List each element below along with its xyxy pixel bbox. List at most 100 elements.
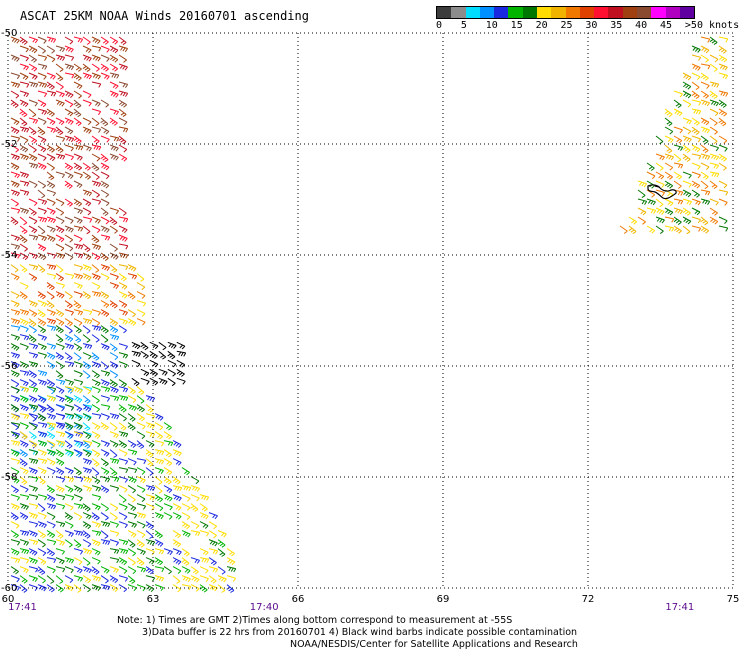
wind-barb bbox=[37, 153, 47, 161]
wind-barb bbox=[55, 458, 65, 466]
wind-barb bbox=[100, 458, 109, 467]
wind-barb bbox=[46, 234, 56, 242]
lon-tick-label: 66 bbox=[292, 594, 305, 605]
wind-barb bbox=[619, 225, 628, 234]
wind-barb bbox=[109, 361, 119, 369]
wind-barb bbox=[10, 54, 20, 62]
wind-barb bbox=[131, 359, 141, 368]
wind-barb bbox=[82, 291, 91, 300]
wind-barb bbox=[172, 476, 181, 485]
wind-barb bbox=[10, 273, 20, 281]
wind-barb bbox=[64, 467, 74, 475]
wind-barb bbox=[10, 126, 20, 135]
colorbar-segment bbox=[536, 7, 552, 18]
wind-barb bbox=[55, 90, 65, 98]
wind-barb bbox=[709, 144, 719, 152]
wind-barb bbox=[64, 45, 74, 53]
wind-barb bbox=[118, 225, 128, 233]
wind-barb bbox=[691, 99, 702, 106]
wind-barb bbox=[73, 273, 84, 280]
wind-barb bbox=[154, 539, 164, 547]
wind-barb bbox=[46, 440, 56, 448]
wind-barb bbox=[199, 530, 210, 537]
wind-barb bbox=[127, 440, 137, 448]
colorbar-label: >50 knots bbox=[684, 20, 740, 31]
wind-barb bbox=[28, 153, 38, 162]
wind-barb bbox=[163, 566, 172, 575]
wind-barb bbox=[118, 467, 129, 474]
wind-barb bbox=[100, 512, 109, 521]
wind-barb bbox=[82, 198, 92, 207]
wind-barb bbox=[109, 476, 120, 482]
wind-barb bbox=[700, 72, 709, 81]
wind-barb bbox=[46, 404, 55, 413]
wind-barb bbox=[176, 368, 185, 377]
wind-barb bbox=[637, 180, 647, 188]
wind-barb bbox=[700, 36, 711, 43]
wind-barb bbox=[118, 108, 127, 118]
wind-barb bbox=[127, 557, 136, 566]
wind-barb bbox=[100, 343, 110, 351]
wind-barb bbox=[55, 126, 64, 136]
wind-barb bbox=[28, 207, 37, 216]
wind-barb bbox=[181, 530, 191, 538]
wind-barb bbox=[19, 361, 29, 369]
colorbar-label: 15 bbox=[510, 20, 523, 31]
wind-barb bbox=[172, 566, 182, 574]
wind-barb bbox=[127, 467, 138, 474]
wind-barb bbox=[145, 584, 155, 592]
wind-barb bbox=[700, 90, 709, 99]
wind-barb bbox=[136, 485, 146, 493]
wind-barb bbox=[154, 431, 164, 440]
wind-barb bbox=[655, 162, 664, 171]
wind-barb bbox=[55, 343, 65, 351]
wind-barb bbox=[10, 300, 20, 308]
wind-barb bbox=[28, 404, 37, 413]
time-label: 17:41 bbox=[8, 602, 37, 613]
wind-barb bbox=[136, 530, 146, 538]
wind-barb bbox=[37, 458, 48, 465]
wind-barb bbox=[28, 521, 39, 528]
wind-barb bbox=[19, 449, 28, 458]
wind-barb bbox=[91, 395, 100, 404]
wind-barb bbox=[10, 72, 21, 80]
wind-barb bbox=[118, 282, 128, 290]
wind-barb bbox=[55, 243, 65, 252]
wind-barb bbox=[82, 485, 92, 492]
wind-barb bbox=[118, 45, 129, 53]
wind-barb bbox=[19, 108, 28, 118]
wind-barb bbox=[199, 557, 210, 564]
wind-barb bbox=[55, 370, 64, 379]
note-line-1: Note: 1) Times are GMT 2)Times along bot… bbox=[117, 615, 513, 626]
wind-barb bbox=[655, 198, 664, 208]
wind-barb bbox=[118, 135, 127, 145]
wind-barb bbox=[628, 216, 638, 225]
colorbar-segment bbox=[636, 7, 652, 18]
wind-barb bbox=[100, 467, 110, 475]
wind-barb bbox=[46, 81, 55, 90]
wind-barb bbox=[127, 386, 136, 395]
wind-barb bbox=[46, 273, 57, 280]
wind-barb bbox=[673, 216, 682, 225]
wind-barb bbox=[64, 153, 74, 161]
wind-barb bbox=[37, 216, 48, 223]
wind-barb bbox=[172, 440, 182, 448]
wind-barb bbox=[127, 309, 136, 318]
wind-barb bbox=[91, 171, 100, 180]
wind-barb bbox=[46, 557, 57, 564]
wind-barb bbox=[37, 370, 48, 377]
wind-barb bbox=[19, 90, 30, 98]
wind-barb bbox=[73, 198, 83, 207]
wind-barb bbox=[154, 485, 163, 494]
wind-barb bbox=[64, 413, 75, 420]
wind-barb bbox=[154, 557, 164, 566]
wind-barb bbox=[100, 99, 110, 108]
wind-barb bbox=[28, 352, 39, 359]
wind-barb bbox=[46, 171, 55, 181]
wind-barb bbox=[46, 503, 57, 510]
wind-barb bbox=[73, 108, 82, 118]
wind-barb bbox=[91, 216, 101, 224]
wind-barb bbox=[709, 90, 718, 100]
wind-barb bbox=[82, 440, 91, 449]
wind-barb bbox=[46, 422, 57, 429]
